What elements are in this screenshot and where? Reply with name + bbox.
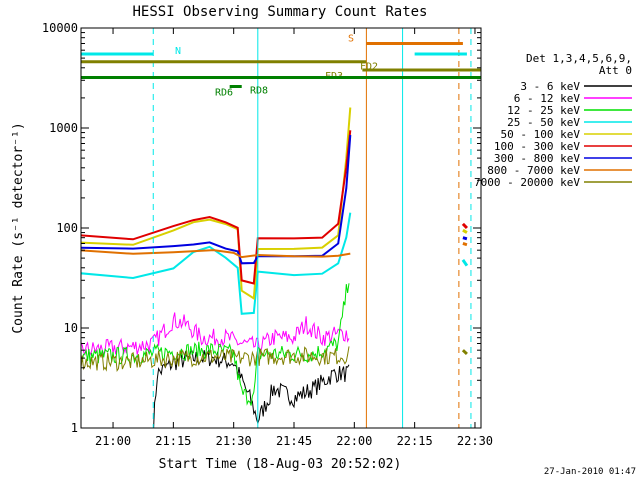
x-axis: 21:00 21:15 21:30 21:45 22:00 22:15 22:30 — [95, 28, 493, 448]
legend-label-7: 800 - 7000 keV — [487, 164, 580, 177]
y-axis-label: Count Rate (s⁻¹ detector⁻¹) — [11, 122, 26, 333]
x-tick-label-3: 21:45 — [276, 434, 312, 448]
flag-label-0: N — [175, 46, 181, 57]
x-tick-label-2: 21:30 — [216, 434, 252, 448]
flag-label-2: FD2 — [360, 62, 378, 73]
series-line-6 — [81, 134, 352, 265]
legend-header-1: Att 0 — [599, 64, 632, 77]
flag-label-4: RD8 — [250, 85, 268, 96]
right-segment-3 — [462, 242, 468, 247]
y-tick-label-1: 10 — [64, 321, 78, 335]
y-axis: 1 10 100 1000 10000 — [42, 21, 481, 435]
legend-label-3: 25 - 50 keV — [507, 116, 580, 129]
series-line-7 — [81, 249, 351, 259]
series-line-1 — [81, 312, 350, 357]
series-line-3 — [81, 212, 352, 315]
y-tick-label-0: 1 — [71, 421, 78, 435]
legend-label-5: 100 - 300 keV — [494, 140, 580, 153]
legend-label-2: 12 - 25 keV — [507, 104, 580, 117]
flag-label-1: S — [348, 33, 354, 44]
right-segment-2 — [462, 236, 468, 241]
x-tick-label-4: 22:00 — [336, 434, 372, 448]
right-segment-1 — [462, 228, 468, 234]
legend-label-8: 7000 - 20000 keV — [474, 176, 580, 189]
legend-label-6: 300 - 800 keV — [494, 152, 580, 165]
right-segment-0 — [461, 222, 469, 230]
x-tick-label-6: 22:30 — [457, 434, 493, 448]
legend-label-1: 6 - 12 keV — [514, 92, 581, 105]
x-tick-label-1: 21:15 — [155, 434, 191, 448]
legend-header-0: Det 1,3,4,5,6,9, — [526, 52, 632, 65]
y-tick-label-2: 100 — [56, 221, 78, 235]
x-tick-label-5: 22:15 — [397, 434, 433, 448]
chart-title: HESSI Observing Summary Count Rates — [132, 4, 427, 20]
series-line-5 — [81, 130, 352, 285]
flag-label-5: RD6 — [215, 88, 233, 99]
y-tick-label-3: 1000 — [49, 121, 78, 135]
x-tick-label-0: 21:00 — [95, 434, 131, 448]
right-segment-5 — [461, 349, 468, 356]
footer-timestamp: 27-Jan-2010 01:47 — [544, 467, 636, 477]
x-axis-label: Start Time (18-Aug-03 20:52:02) — [159, 457, 402, 472]
series-line-2 — [81, 283, 350, 406]
series-line-8 — [81, 346, 350, 373]
plot-content: NSFD2FD3RD8RD6 — [81, 28, 481, 428]
plot-frame — [80, 27, 482, 429]
right-segment-4 — [461, 259, 469, 267]
y-tick-label-4: 10000 — [42, 21, 78, 35]
series-line-4 — [81, 107, 352, 301]
legend-label-0: 3 - 6 keV — [520, 80, 580, 93]
legend-label-4: 50 - 100 keV — [501, 128, 581, 141]
